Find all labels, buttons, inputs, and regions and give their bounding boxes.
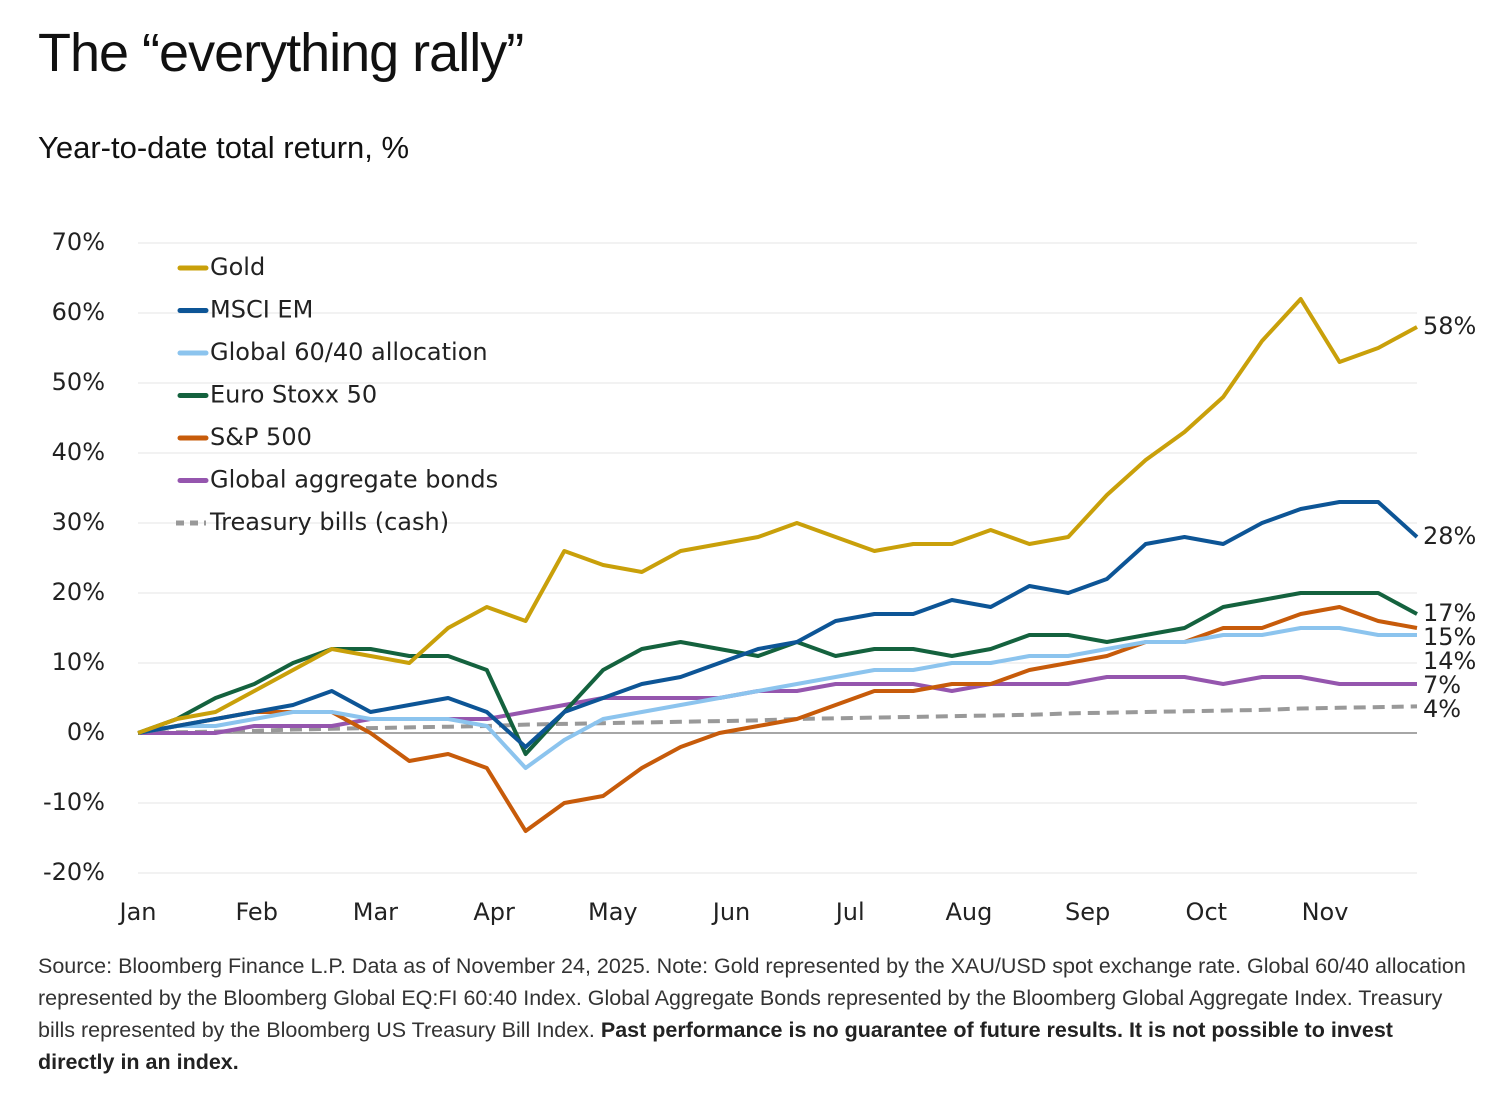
x-tick-label: Aug	[945, 898, 992, 926]
legend-label: MSCI EM	[210, 296, 313, 324]
x-tick-label: Jan	[118, 898, 157, 926]
x-tick-label: Mar	[353, 898, 398, 926]
source-note: Source: Bloomberg Finance L.P. Data as o…	[38, 954, 1466, 1042]
chart-title: The “everything rally”	[38, 23, 524, 83]
series-line	[137, 704, 1418, 735]
end-label: 58%	[1423, 312, 1476, 340]
x-tick-label: Apr	[473, 898, 515, 926]
x-tick-label: Oct	[1186, 898, 1228, 926]
x-tick-label: Jun	[711, 898, 751, 926]
x-tick-label: Sep	[1065, 898, 1110, 926]
y-tick-label: 70%	[52, 228, 105, 256]
y-tick-label: 40%	[52, 438, 105, 466]
y-tick-label: 10%	[52, 648, 105, 676]
series-line	[137, 605, 1418, 833]
x-tick-label: Nov	[1302, 898, 1349, 926]
end-label: 7%	[1423, 671, 1461, 699]
y-tick-label: -10%	[43, 788, 105, 816]
y-tick-label: 60%	[52, 298, 105, 326]
legend-label: Global aggregate bonds	[210, 466, 498, 494]
end-label: 15%	[1423, 623, 1476, 651]
series-line	[137, 500, 1419, 749]
footnote: Source: Bloomberg Finance L.P. Data as o…	[38, 950, 1468, 1078]
chart: -20% -10% 0% 10% 20% 30% 40% 50% 60% 70% Jan Feb Mar…	[43, 228, 1476, 926]
legend-label: Global 60/40 allocation	[210, 338, 488, 366]
series-line	[137, 297, 1418, 735]
legend-label: Treasury bills (cash)	[209, 508, 449, 536]
x-tick-label: May	[588, 898, 638, 926]
chart-subtitle: Year-to-date total return, %	[38, 130, 410, 165]
end-label: 28%	[1423, 522, 1476, 550]
end-label: 4%	[1423, 695, 1461, 723]
legend-label: S&P 500	[210, 423, 312, 451]
y-tick-label: 30%	[52, 508, 105, 536]
y-tick-label: -20%	[43, 858, 105, 886]
x-tick-label: Feb	[235, 898, 278, 926]
end-label: 14%	[1423, 647, 1476, 675]
y-tick-label: 50%	[52, 368, 105, 396]
end-label: 17%	[1423, 599, 1476, 627]
series-line	[137, 591, 1418, 756]
x-tick-label: Jul	[834, 898, 865, 926]
series-line	[137, 626, 1417, 770]
disclaimer: Past performance is no guarantee of futu…	[38, 1018, 1393, 1074]
series-line	[138, 675, 1417, 735]
y-tick-label: 0%	[67, 718, 105, 746]
legend-label: Gold	[210, 253, 265, 281]
legend-label: Euro Stoxx 50	[210, 381, 377, 409]
y-tick-label: 20%	[52, 578, 105, 606]
